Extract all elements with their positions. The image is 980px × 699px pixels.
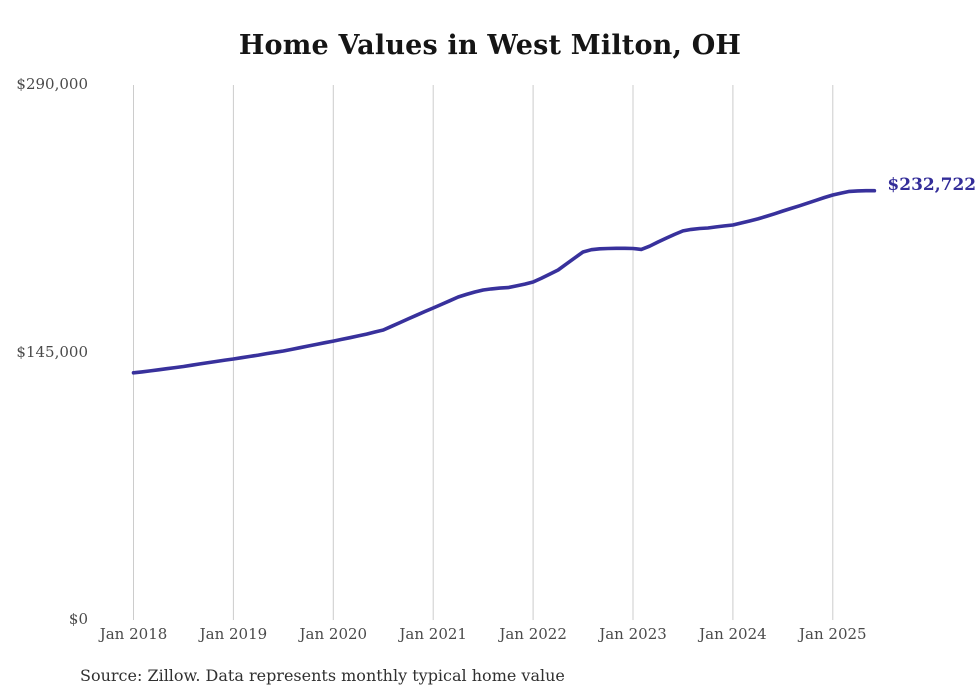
series-end-value-label: $232,722 — [887, 174, 977, 195]
x-axis-tick-label: Jan 2024 — [699, 625, 767, 643]
chart-title: Home Values in West Milton, OH — [238, 30, 742, 61]
x-axis-tick-label: Jan 2018 — [99, 625, 168, 643]
x-axis-tick-label: Jan 2020 — [299, 625, 368, 643]
x-axis-tick-label: Jan 2023 — [599, 625, 667, 643]
gridlines — [133, 85, 834, 620]
x-axis-tick-label: Jan 2021 — [399, 625, 467, 643]
y-axis-tick-label: $145,000 — [16, 342, 88, 361]
source-note: Source: Zillow. Data represents monthly … — [80, 666, 565, 685]
x-axis-tick-label: Jan 2019 — [199, 625, 268, 643]
y-axis-tick-label: $0 — [68, 610, 88, 628]
x-axis-tick-label: Jan 2025 — [799, 625, 867, 643]
y-axis-tick-label: $290,000 — [16, 75, 88, 93]
home-value-line-series — [131, 188, 877, 375]
x-axis-tick-label: Jan 2022 — [499, 625, 567, 643]
